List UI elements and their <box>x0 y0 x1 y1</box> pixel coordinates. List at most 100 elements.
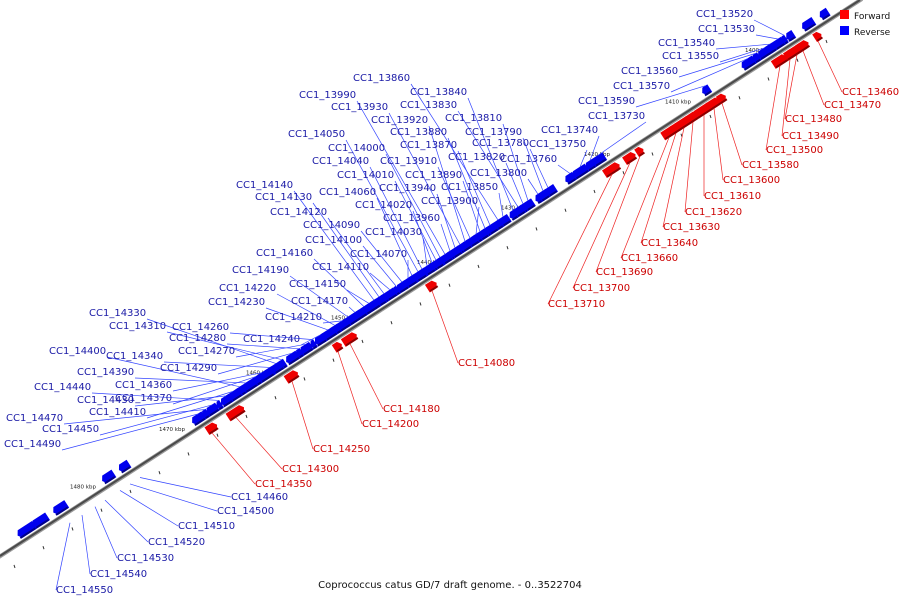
gene-label-forward: CC1_14300 <box>282 464 339 475</box>
leader-line <box>802 50 825 106</box>
reverse-gene-shade <box>704 90 712 97</box>
forward-gene <box>601 162 622 179</box>
reverse-gene-shade <box>537 200 543 205</box>
leader-line <box>94 506 118 559</box>
reverse-gene-shade <box>194 417 206 427</box>
reverse-gene-cluster-shade <box>246 384 258 393</box>
gene-label-reverse: CC1_14440 <box>34 382 91 393</box>
leader-line <box>635 85 707 108</box>
minor-tick <box>100 508 103 512</box>
minor-tick <box>42 546 45 550</box>
reverse-gene-cluster-shade <box>104 476 116 485</box>
leader-line <box>684 121 694 213</box>
reverse-gene-cluster <box>102 469 117 485</box>
ruler-layer: 1400 kbp 1410 kbp 1420 kbp 1430 kbp 1440 kbp… <box>0 0 864 569</box>
gene-label-reverse: CC1_14120 <box>270 207 327 218</box>
legend-reverse-swatch <box>840 26 849 35</box>
gene-label-reverse: CC1_14340 <box>106 351 163 362</box>
gene-label-reverse: CC1_13800 <box>470 168 527 179</box>
reverse-gene-shade <box>399 286 409 294</box>
reverse-gene-shade <box>302 348 314 356</box>
reverse-gene-shade <box>312 345 318 350</box>
forward-gene-body <box>693 102 712 119</box>
gene-label-reverse: CC1_13520 <box>696 9 753 20</box>
leader-line <box>412 210 433 263</box>
minor-tick <box>390 321 393 325</box>
gene-label-forward: CC1_13580 <box>742 160 799 171</box>
ruler-label: 1460 kbp <box>246 371 272 377</box>
leader-line <box>55 522 71 591</box>
gene-label-reverse: CC1_14040 <box>312 156 369 167</box>
reverse-gene-cluster-shade <box>261 373 275 383</box>
gene-label-reverse: CC1_13880 <box>390 127 447 138</box>
leader-line <box>817 41 843 93</box>
leader-line <box>313 258 365 307</box>
gene-label-forward: CC1_14350 <box>255 479 312 490</box>
leader-line <box>276 293 336 326</box>
reverse-gene-shade <box>587 165 596 172</box>
leader-line <box>467 97 514 211</box>
reverse-gene-cluster <box>819 7 831 21</box>
minor-tick <box>129 489 132 494</box>
leader-line <box>362 245 397 287</box>
leader-line <box>440 223 451 252</box>
leader-line <box>527 178 539 195</box>
gene-label-forward: CC1_13630 <box>663 222 720 233</box>
gene-label-reverse: CC1_13900 <box>421 196 478 207</box>
gene-label-reverse: CC1_13840 <box>410 87 467 98</box>
gene-label-forward: CC1_13660 <box>621 253 678 264</box>
legend-reverse-label: Reverse <box>854 28 891 38</box>
gene-label-reverse: CC1_13550 <box>662 51 719 62</box>
ruler-label: 1430 kbp <box>501 206 527 212</box>
gene-label-forward: CC1_13640 <box>641 238 698 249</box>
reverse-gene <box>772 36 786 51</box>
reverse-gene <box>565 171 578 185</box>
reverse-gene <box>509 209 519 221</box>
leader-line <box>457 150 491 226</box>
reverse-gene-body <box>206 402 220 416</box>
gene-label-reverse: CC1_13810 <box>445 113 502 124</box>
reverse-gene <box>192 411 207 427</box>
minor-tick <box>419 302 422 306</box>
reverse-gene-cluster-body <box>102 469 117 484</box>
leader-line <box>211 432 256 485</box>
reverse-gene-cluster-body <box>53 500 70 515</box>
forward-gene-shade <box>626 156 638 165</box>
gene-label-reverse: CC1_13850 <box>441 182 498 193</box>
leader-line <box>447 137 486 229</box>
genome-backbone <box>0 0 861 557</box>
leader-line <box>715 43 771 50</box>
leader-line <box>713 108 724 181</box>
gene-label-reverse: CC1_13920 <box>371 115 428 126</box>
reverse-gene-cluster <box>53 500 70 516</box>
leader-line <box>522 137 544 192</box>
reverse-gene-shade <box>754 58 761 64</box>
leader-line <box>781 59 791 137</box>
gene-label-reverse: CC1_14230 <box>208 297 265 308</box>
gene-label-reverse: CC1_14170 <box>291 296 348 307</box>
gene-label-forward: CC1_13500 <box>766 145 823 156</box>
leader-line <box>719 47 765 63</box>
leader-line <box>376 197 413 276</box>
gene-label-reverse: CC1_13930 <box>331 102 388 113</box>
gene-label-reverse: CC1_13990 <box>299 90 356 101</box>
forward-gene <box>331 341 344 353</box>
reverse-gene-body <box>286 350 301 365</box>
gene-label-reverse: CC1_14490 <box>4 439 61 450</box>
gene-label-reverse: CC1_14360 <box>115 380 172 391</box>
leader-line <box>99 404 213 436</box>
gene-label-forward: CC1_13600 <box>723 175 780 186</box>
leader-line <box>226 343 300 350</box>
reverse-gene-shade <box>288 357 300 366</box>
ruler-label: 1420 kbp <box>584 152 610 158</box>
leader-line <box>410 83 499 221</box>
forward-gene <box>812 31 823 43</box>
gene-label-reverse: CC1_14460 <box>231 492 288 503</box>
gene-label-reverse: CC1_14020 <box>355 200 412 211</box>
reverse-gene-shade <box>317 339 327 347</box>
gene-label-forward: CC1_13490 <box>782 131 839 142</box>
reverse-gene-cluster <box>365 298 382 315</box>
gene-label-forward: CC1_14180 <box>383 404 440 415</box>
leader-line <box>119 490 179 527</box>
